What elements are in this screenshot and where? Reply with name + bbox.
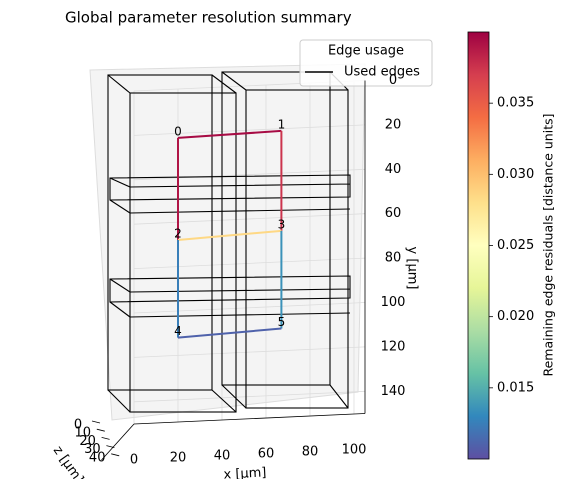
- edges: [177, 129, 283, 339]
- z-tick-label: 30: [84, 442, 101, 457]
- z-axis-line: [101, 423, 135, 461]
- node-label: 2: [174, 226, 182, 240]
- grid-line: [133, 346, 366, 358]
- colorbar: [467, 31, 490, 460]
- grid: [133, 80, 366, 424]
- z-tick: [96, 428, 105, 432]
- edge: [177, 129, 282, 139]
- z-tick: [101, 437, 110, 440]
- z-tick-label: 0: [74, 418, 82, 433]
- legend: Edge usage Used edges: [299, 39, 433, 87]
- node-label: 0: [174, 124, 182, 138]
- x-axis-label: x [µm]: [223, 465, 267, 479]
- node-label: 1: [278, 117, 286, 131]
- colorbar-tick-label: 0.025: [497, 238, 534, 253]
- z-tick-label: 10: [75, 426, 92, 441]
- chart-title: Global parameter resolution summary: [65, 9, 352, 27]
- grid-line: [133, 213, 366, 225]
- x-tick-label: 80: [302, 445, 319, 460]
- y-tick-label: 120: [381, 339, 406, 354]
- edge: [177, 229, 282, 241]
- y-tick-label: 0: [389, 73, 397, 88]
- x-tick-label: 20: [170, 451, 187, 466]
- y-tick-label: 80: [385, 251, 402, 266]
- z-tick-label: 40: [89, 450, 106, 465]
- y-tick-label: 20: [385, 117, 402, 132]
- x-tick-label: 40: [214, 449, 231, 464]
- legend-box: [299, 39, 433, 87]
- y-tick-label: 60: [385, 206, 402, 221]
- node-label: 3: [278, 217, 286, 231]
- node-label: 4: [174, 324, 182, 338]
- colorbar-tick-label: 0.030: [497, 167, 534, 182]
- z-tick: [91, 420, 101, 424]
- colorbar-tick-label: 0.020: [497, 309, 534, 324]
- x-axis-line: [133, 413, 366, 425]
- grid-line: [133, 124, 366, 136]
- y-tick-label: 100: [381, 295, 406, 310]
- x-tick-label: 60: [258, 447, 275, 462]
- x-tick-label: 100: [342, 443, 367, 458]
- y-axis-label: y [µm]: [405, 247, 420, 290]
- colorbar-tick-label: 0.015: [497, 380, 534, 395]
- grid-line: [133, 257, 366, 269]
- node-label: 5: [278, 315, 286, 329]
- legend-label: Used edges: [344, 65, 420, 80]
- x-tick-label: 0: [130, 453, 138, 468]
- grid-line: [133, 302, 366, 314]
- edge: [177, 327, 282, 339]
- legend-title: Edge usage: [328, 44, 404, 59]
- y-tick-label: 40: [385, 162, 402, 177]
- z-tick-label: 20: [79, 434, 96, 449]
- z-tick: [106, 445, 115, 448]
- y-tick-label: 140: [381, 384, 406, 399]
- colorbar-label: Remaining edge residuals [distance units…: [541, 113, 556, 376]
- pane: [89, 63, 366, 421]
- grid-line: [133, 390, 366, 403]
- grid-line: [133, 168, 366, 181]
- colorbar-tick-label: 0.035: [497, 96, 534, 111]
- z-tick: [111, 453, 120, 457]
